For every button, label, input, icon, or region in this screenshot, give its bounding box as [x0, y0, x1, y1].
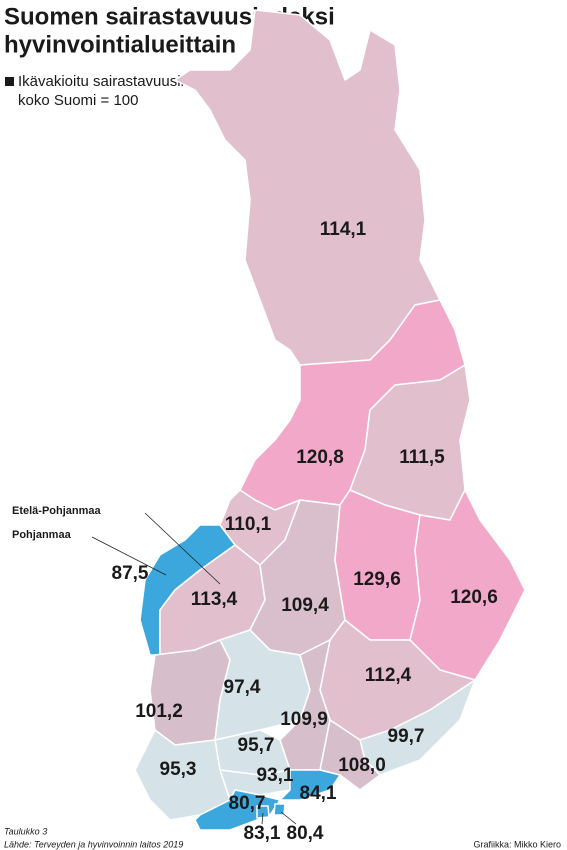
footer-source: Lähde: Terveyden ja hyvinvoinnin laitos … — [4, 839, 183, 849]
region — [409, 489, 526, 681]
value-label: 109,4 — [281, 595, 329, 616]
value-labels: 114,1 120,8 111,5 110,1 87,5 113,4 109,4 129,6 1… — [112, 219, 498, 844]
footer-credit: Grafiikka: Mikko Kiero — [473, 839, 561, 849]
region — [334, 489, 421, 641]
regions — [134, 9, 526, 831]
legend-text: koko Suomi = 100 — [18, 92, 139, 109]
value-label: 80,4 — [287, 823, 324, 844]
leader-line — [91, 536, 167, 576]
value-label: 120,6 — [450, 587, 498, 608]
value-label: 109,9 — [280, 709, 328, 730]
legend-swatch — [5, 77, 14, 86]
value-label: 99,7 — [388, 726, 425, 747]
annotation: Etelä-Pohjanmaa — [12, 505, 102, 517]
value-label: 111,5 — [399, 447, 445, 468]
annotation: Pohjanmaa — [12, 529, 72, 541]
value-label: 95,7 — [238, 735, 275, 756]
value-label: 101,2 — [135, 701, 183, 722]
value-label: 113,4 — [191, 589, 238, 610]
title-line: hyvinvointialueittain — [4, 31, 236, 58]
value-label: 112,4 — [365, 665, 412, 686]
value-label: 108,0 — [338, 755, 386, 776]
value-label: 114,1 — [320, 219, 367, 240]
value-label: 110,1 — [225, 514, 272, 535]
value-label: 84,1 — [300, 783, 337, 804]
value-label: 80,7 — [229, 793, 266, 814]
value-label: 97,4 — [224, 677, 261, 698]
value-label: 87,5 — [112, 563, 149, 584]
region — [273, 803, 286, 816]
leader-line — [280, 811, 297, 825]
value-label: 120,8 — [296, 447, 344, 468]
value-label: 83,1 — [244, 823, 281, 844]
legend-text: Ikävakioitu sairastavuusindeksi, — [18, 73, 228, 90]
leader-line — [261, 812, 264, 825]
leader-line — [144, 512, 221, 585]
region — [194, 789, 281, 831]
value-label: 95,3 — [160, 759, 197, 780]
region — [174, 9, 441, 366]
value-label: 93,1 — [257, 765, 294, 786]
footer-table: Taulukko 3 — [4, 826, 47, 836]
value-label: 129,6 — [353, 569, 401, 590]
region — [279, 769, 341, 801]
region — [256, 805, 270, 819]
